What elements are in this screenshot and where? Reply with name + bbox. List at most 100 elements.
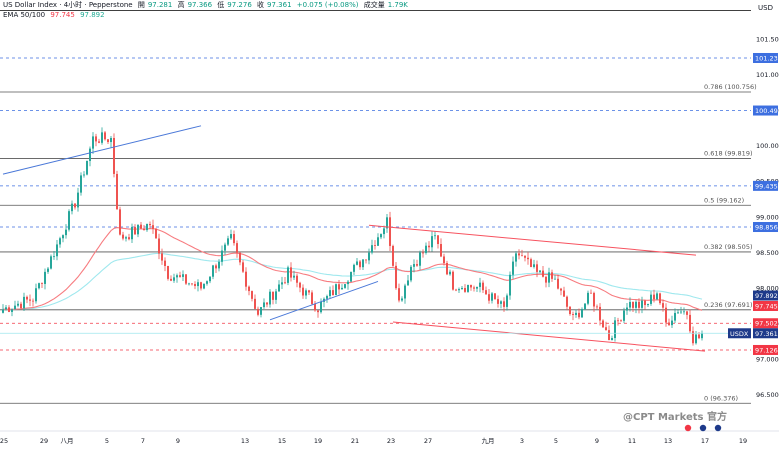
candle-body bbox=[392, 245, 394, 266]
level-badge-label: 97.126 bbox=[755, 346, 778, 354]
candle-body bbox=[695, 334, 697, 344]
candle-body bbox=[671, 320, 673, 326]
candle-body bbox=[338, 284, 340, 290]
candle-body bbox=[665, 307, 667, 323]
candle-body bbox=[104, 132, 106, 140]
candle-body bbox=[233, 234, 235, 244]
x-tick-label: 15 bbox=[278, 437, 286, 445]
candle-body bbox=[128, 237, 130, 240]
candle-body bbox=[290, 267, 292, 278]
candle-body bbox=[296, 275, 298, 283]
symbol-tag-label: USDX bbox=[730, 330, 749, 338]
candle-body bbox=[614, 320, 616, 339]
candle-body bbox=[242, 262, 244, 272]
candle-body bbox=[560, 288, 562, 291]
x-tick-label: 23 bbox=[387, 437, 395, 445]
candle-body bbox=[302, 287, 304, 296]
candle-body bbox=[467, 284, 469, 292]
level-badge bbox=[753, 318, 778, 329]
candle-body bbox=[227, 238, 229, 245]
ema-legend[interactable]: EMA 50/100 97.745 97.892 bbox=[3, 11, 108, 20]
candle-body bbox=[149, 223, 151, 226]
candle-body bbox=[62, 235, 64, 239]
candle-body bbox=[158, 238, 160, 254]
candle-body bbox=[521, 255, 523, 257]
candle-body bbox=[293, 275, 295, 278]
candle-body bbox=[335, 284, 337, 296]
candle-body bbox=[173, 277, 175, 281]
candle-body bbox=[608, 330, 610, 340]
candle-body bbox=[179, 275, 181, 277]
candle-body bbox=[500, 301, 502, 304]
candle-body bbox=[65, 229, 67, 236]
ema100-value: 97.892 bbox=[80, 11, 105, 19]
y-tick-label: 97.000 bbox=[756, 355, 779, 363]
fib-level-label: 0.236 (97.691) bbox=[704, 301, 753, 309]
symbol-title[interactable]: US Dollar Index · 4小时 · Pepperstone bbox=[3, 1, 133, 9]
candle-body bbox=[428, 245, 430, 248]
candle-body bbox=[50, 256, 52, 269]
candle-body bbox=[374, 245, 376, 246]
candle-body bbox=[188, 283, 190, 285]
candle-body bbox=[440, 244, 442, 257]
level-badge-label: 99.435 bbox=[755, 182, 778, 190]
candle-body bbox=[8, 307, 10, 312]
candle-body bbox=[551, 272, 553, 279]
candle-body bbox=[35, 288, 37, 302]
y-tick-label: 100.000 bbox=[756, 142, 779, 150]
candle-body bbox=[368, 252, 370, 261]
candle-body bbox=[161, 253, 163, 261]
candle-body bbox=[680, 311, 682, 313]
x-tick-label: 29 bbox=[40, 437, 48, 445]
candle-body bbox=[167, 265, 169, 279]
price-badge-label: 97.892 bbox=[755, 292, 778, 300]
ema-label: EMA 50/100 bbox=[3, 11, 46, 19]
candle-body bbox=[17, 303, 19, 306]
candle-body bbox=[677, 312, 679, 314]
candle-body bbox=[647, 303, 649, 306]
x-tick-label: 9 bbox=[176, 437, 180, 445]
open-label: 開 bbox=[137, 1, 145, 9]
candle-body bbox=[308, 290, 310, 293]
candle-body bbox=[620, 320, 622, 322]
trendline bbox=[368, 224, 697, 256]
candle-body bbox=[575, 312, 577, 315]
candle-body bbox=[68, 211, 70, 230]
candle-body bbox=[32, 300, 34, 302]
candle-body bbox=[545, 276, 547, 283]
candle-body bbox=[152, 225, 154, 229]
candle-body bbox=[380, 234, 382, 238]
candle-body bbox=[251, 291, 253, 299]
candle-body bbox=[143, 228, 145, 231]
candle-body bbox=[626, 307, 628, 311]
y-tick-label: 101.500 bbox=[756, 36, 779, 44]
candle-body bbox=[23, 296, 25, 309]
x-tick-label: 19 bbox=[314, 437, 322, 445]
y-tick-label: 99.000 bbox=[756, 213, 779, 221]
candle-body bbox=[59, 238, 61, 245]
x-tick-label: 5 bbox=[554, 437, 558, 445]
candle-body bbox=[140, 224, 142, 229]
candle-body bbox=[314, 303, 316, 311]
candle-body bbox=[326, 296, 328, 299]
candle-body bbox=[305, 290, 307, 296]
x-tick-label: 7 bbox=[141, 437, 145, 445]
candle-body bbox=[455, 289, 457, 291]
candle-body bbox=[332, 290, 334, 296]
x-tick-label: 17 bbox=[701, 437, 709, 445]
candle-body bbox=[461, 287, 463, 290]
candle-body bbox=[20, 303, 22, 309]
candle-body bbox=[269, 291, 271, 305]
price-badge-label: 97.745 bbox=[755, 302, 778, 310]
candle-body bbox=[206, 281, 208, 284]
candle-body bbox=[287, 267, 289, 283]
candle-body bbox=[542, 270, 544, 277]
candle-body bbox=[431, 236, 433, 248]
candle-body bbox=[599, 306, 601, 321]
candle-body bbox=[263, 302, 265, 308]
x-tick-label: 八月 bbox=[61, 437, 74, 445]
candle-body bbox=[320, 301, 322, 313]
candle-body bbox=[446, 262, 448, 275]
